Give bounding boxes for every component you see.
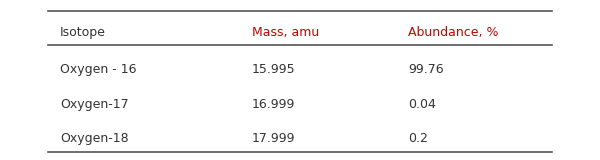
Text: 99.76: 99.76 <box>408 63 443 76</box>
Text: Mass, amu: Mass, amu <box>252 26 319 39</box>
Text: Oxygen - 16: Oxygen - 16 <box>60 63 137 76</box>
Text: Abundance, %: Abundance, % <box>408 26 499 39</box>
Text: 15.995: 15.995 <box>252 63 296 76</box>
Text: 0.2: 0.2 <box>408 132 428 145</box>
Text: 17.999: 17.999 <box>252 132 296 145</box>
Text: Oxygen-18: Oxygen-18 <box>60 132 128 145</box>
Text: Isotope: Isotope <box>60 26 106 39</box>
Text: 16.999: 16.999 <box>252 98 295 111</box>
Text: Oxygen-17: Oxygen-17 <box>60 98 128 111</box>
Text: 0.04: 0.04 <box>408 98 436 111</box>
